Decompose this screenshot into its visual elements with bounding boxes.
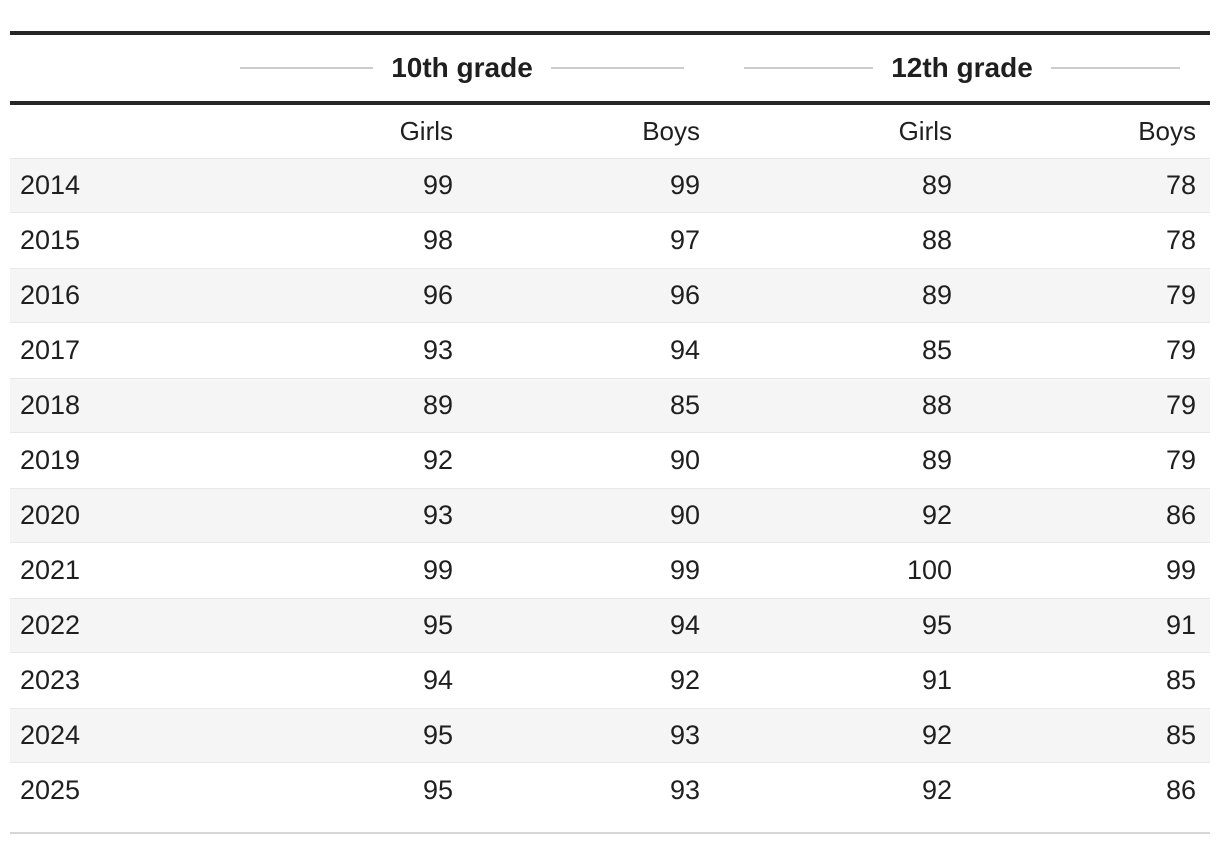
- value-cell: 78: [1165, 170, 1196, 200]
- value-cell: 97: [669, 225, 700, 255]
- column-header-10th-boys: Boys: [642, 116, 700, 146]
- subheader-row: Girls Boys Girls Boys: [10, 105, 1210, 158]
- top-rule: [10, 31, 1210, 35]
- value-cell: 88: [921, 225, 952, 255]
- value-cell: 99: [669, 555, 700, 585]
- value-cell: 85: [669, 390, 700, 420]
- value-cell: 88: [921, 390, 952, 420]
- value-cell: 79: [1165, 390, 1196, 420]
- value-cell: 85: [921, 335, 952, 365]
- value-cell: 93: [422, 335, 453, 365]
- table-row: 2017 93 94 85 79: [10, 323, 1210, 378]
- year-cell: 2017: [20, 335, 81, 365]
- year-cell: 2025: [20, 775, 81, 805]
- table-row: 2016 96 96 89 79: [10, 268, 1210, 323]
- divider-line: [240, 67, 374, 69]
- table-row: 2018 89 85 88 79: [10, 378, 1210, 433]
- divider-line: [744, 67, 874, 69]
- value-cell: 89: [422, 390, 453, 420]
- value-cell: 89: [921, 280, 952, 310]
- table-row: 2022 95 94 95 91: [10, 598, 1210, 653]
- value-cell: 95: [422, 720, 453, 750]
- group-header-row: 10th grade 12th grade: [10, 35, 1210, 101]
- value-cell: 99: [422, 170, 453, 200]
- value-cell: 92: [669, 665, 700, 695]
- table-row: 2020 93 90 92 86: [10, 488, 1210, 543]
- value-cell: 92: [921, 720, 952, 750]
- value-cell: 85: [1165, 720, 1196, 750]
- value-cell: 93: [669, 775, 700, 805]
- value-cell: 94: [669, 335, 700, 365]
- group-header-12th-grade: 12th grade: [714, 52, 1210, 84]
- year-cell: 2019: [20, 445, 81, 475]
- value-cell: 96: [422, 280, 453, 310]
- value-cell: 79: [1165, 280, 1196, 310]
- table-body: 2014 99 99 89 78 2015 98 97 88 78 2016 96 96 89 79 2017…: [10, 158, 1210, 818]
- year-cell: 2024: [20, 720, 81, 750]
- column-header-10th-girls: Girls: [399, 116, 453, 146]
- value-cell: 79: [1165, 445, 1196, 475]
- table-row: 2021 99 99 100 99: [10, 543, 1210, 598]
- value-cell: 95: [422, 775, 453, 805]
- year-cell: 2014: [20, 170, 81, 200]
- value-cell: 100: [906, 555, 952, 585]
- year-cell: 2021: [20, 555, 81, 585]
- value-cell: 95: [921, 610, 952, 640]
- table-row: 2014 99 99 89 78: [10, 158, 1210, 213]
- value-cell: 89: [921, 170, 952, 200]
- value-cell: 85: [1165, 665, 1196, 695]
- value-cell: 90: [669, 445, 700, 475]
- year-cell: 2015: [20, 225, 81, 255]
- value-cell: 93: [422, 500, 453, 530]
- year-cell: 2022: [20, 610, 81, 640]
- column-header-12th-boys: Boys: [1138, 116, 1196, 146]
- value-cell: 79: [1165, 335, 1196, 365]
- group-label-10th-grade: 10th grade: [391, 52, 533, 83]
- value-cell: 93: [669, 720, 700, 750]
- year-cell: 2018: [20, 390, 81, 420]
- value-cell: 78: [1165, 225, 1196, 255]
- column-header-12th-girls: Girls: [898, 116, 952, 146]
- value-cell: 86: [1165, 500, 1196, 530]
- value-cell: 91: [921, 665, 952, 695]
- table-row: 2025 95 93 92 86: [10, 763, 1210, 818]
- divider-line: [550, 67, 685, 69]
- value-cell: 92: [921, 500, 952, 530]
- value-cell: 94: [669, 610, 700, 640]
- value-cell: 99: [1165, 555, 1196, 585]
- group-header-10th-grade: 10th grade: [210, 52, 714, 84]
- value-cell: 95: [422, 610, 453, 640]
- year-cell: 2020: [20, 500, 81, 530]
- value-cell: 90: [669, 500, 700, 530]
- year-cell: 2016: [20, 280, 81, 310]
- value-cell: 99: [422, 555, 453, 585]
- table-row: 2023 94 92 91 85: [10, 653, 1210, 708]
- table-row: 2019 92 90 89 79: [10, 433, 1210, 488]
- value-cell: 96: [669, 280, 700, 310]
- value-cell: 89: [921, 445, 952, 475]
- value-cell: 86: [1165, 775, 1196, 805]
- value-cell: 99: [669, 170, 700, 200]
- group-label-12th-grade: 12th grade: [891, 52, 1033, 83]
- table-row: 2024 95 93 92 85: [10, 708, 1210, 763]
- value-cell: 98: [422, 225, 453, 255]
- header-rule: [10, 101, 1210, 105]
- bottom-rule: [10, 832, 1210, 834]
- value-cell: 92: [422, 445, 453, 475]
- divider-line: [1050, 67, 1181, 69]
- year-cell: 2023: [20, 665, 81, 695]
- table-row: 2015 98 97 88 78: [10, 213, 1210, 268]
- value-cell: 91: [1165, 610, 1196, 640]
- value-cell: 94: [422, 665, 453, 695]
- value-cell: 92: [921, 775, 952, 805]
